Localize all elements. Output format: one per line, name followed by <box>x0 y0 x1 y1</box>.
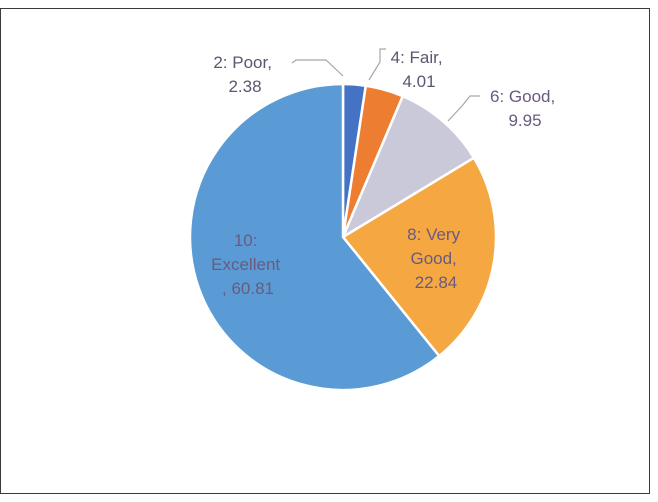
leader-line-good <box>447 95 480 122</box>
slice-good <box>340 94 476 241</box>
data-label-good: 6: Good, 9.95 <box>490 87 560 130</box>
leader-line-poor <box>291 59 344 77</box>
data-label-fair: 4: Fair, 4.01 <box>391 48 448 91</box>
slice-excellent <box>188 82 441 392</box>
data-label-excellent: 10: Excellent , 60.81 <box>211 231 285 298</box>
slice-very-good <box>341 156 498 358</box>
data-label-poor: 2: Poor, 2.38 <box>213 53 276 96</box>
pie-slices <box>188 82 498 392</box>
data-label-very-good: 8: Very Good, 22.84 <box>407 225 465 292</box>
leader-line-fair <box>368 48 386 81</box>
leader-lines <box>291 48 480 122</box>
